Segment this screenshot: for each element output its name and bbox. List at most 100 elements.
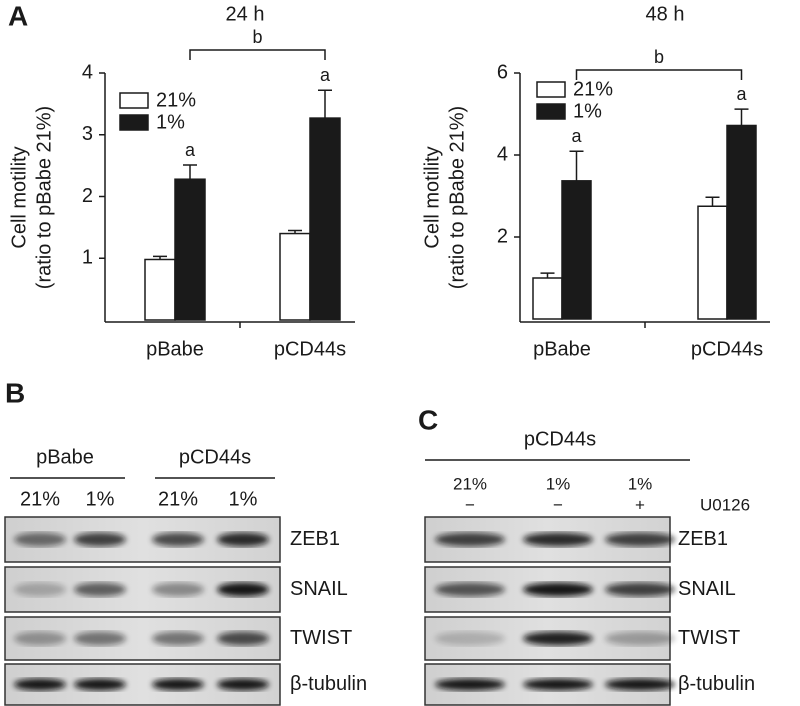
band-label: TWIST [678,627,740,649]
x-tick-label: pBabe [146,338,204,360]
y-tick-label: 6 [497,61,508,83]
x-tick-label: pCD44s [274,338,346,360]
blot-band [74,631,126,646]
blot-band [435,532,505,547]
significance-label: a [320,65,331,85]
y-tick-label: 1 [82,247,93,269]
blot-band [217,631,269,646]
lane-label: 1% [86,488,115,510]
lane-label: 21% [453,474,487,493]
blot-band [217,532,269,547]
legend-swatch [536,103,566,120]
blot-band [435,631,505,646]
bracket-label: b [252,27,262,47]
blot-band [523,678,593,691]
y-axis-label: Cell motility [8,146,30,248]
blot-band [14,631,66,646]
panel-label: C [418,404,438,435]
band-label: SNAIL [678,578,736,600]
blot-band [152,631,204,646]
group-label: pCD44s [179,446,251,468]
panel-label: A [8,0,28,31]
group-label: pCD44s [524,428,596,450]
band-label: TWIST [290,627,352,649]
bar [561,180,592,320]
y-tick-label: 4 [82,61,93,83]
error-bar [288,229,302,234]
significance-label: a [185,140,196,160]
blot-band [523,582,593,597]
y-axis-label: (ratio to pBabe 21%) [446,106,468,289]
panel-label: B [5,377,25,408]
blot-band [217,678,269,691]
bar [532,277,563,320]
blot-band [523,532,593,547]
band-label: β-tubulin [678,673,755,695]
lane-label: 21% [20,488,60,510]
error-bar [734,108,749,126]
blot-band [605,582,675,597]
lane-label: 1% [229,488,258,510]
y-axis-label: Cell motility [421,146,443,248]
blot-band [605,678,675,691]
error-bar [705,196,720,207]
y-tick-label: 3 [82,123,93,145]
error-bar [318,89,332,119]
blot-band [14,582,66,597]
error-bar [153,255,167,260]
blot-band [605,532,675,547]
blot-band [74,678,126,691]
treatment-sign: − [465,495,475,514]
significance-label: a [571,126,582,146]
y-tick-label: 4 [497,143,508,165]
blot-band [523,631,593,646]
lane-label: 21% [158,488,198,510]
legend-swatch [119,92,149,109]
bar [144,258,176,321]
bracket [575,69,743,80]
legend-swatch [536,81,566,98]
error-bar [183,164,197,180]
blot-band [435,582,505,597]
treatment-label: U0126 [700,495,750,514]
blot-band [605,631,675,646]
legend-label: 21% [156,89,196,111]
y-tick-label: 2 [497,225,508,247]
lane-label: 1% [546,474,571,493]
blot-band [435,678,505,691]
bar [697,205,728,320]
error-bar [569,150,584,181]
chart-title: 48 h [646,3,685,25]
blot-band [74,532,126,547]
bracket-label: b [654,47,664,67]
error-bar [540,272,555,278]
blot-band [14,532,66,547]
lane-label: 1% [628,474,653,493]
y-tick-label: 2 [82,185,93,207]
blot-band [152,532,204,547]
treatment-sign: − [553,495,563,514]
band-label: β-tubulin [290,673,367,695]
legend-label: 1% [156,111,185,133]
band-label: SNAIL [290,578,348,600]
blot-band [74,582,126,597]
bar [726,124,757,320]
x-tick-label: pCD44s [691,338,763,360]
band-label: ZEB1 [678,528,728,550]
legend-label: 21% [573,78,613,100]
group-label: pBabe [36,446,94,468]
bar [174,178,206,321]
x-tick-label: pBabe [533,338,591,360]
significance-label: a [736,84,747,104]
blot-band [152,582,204,597]
chart-title: 24 h [226,3,265,25]
y-axis-label: (ratio to pBabe 21%) [33,106,55,289]
bar [309,117,341,321]
blot-band [14,678,66,691]
blot-band [152,678,204,691]
blot-band [217,582,269,597]
band-label: ZEB1 [290,528,340,550]
bracket [189,49,326,60]
legend-label: 1% [573,100,602,122]
